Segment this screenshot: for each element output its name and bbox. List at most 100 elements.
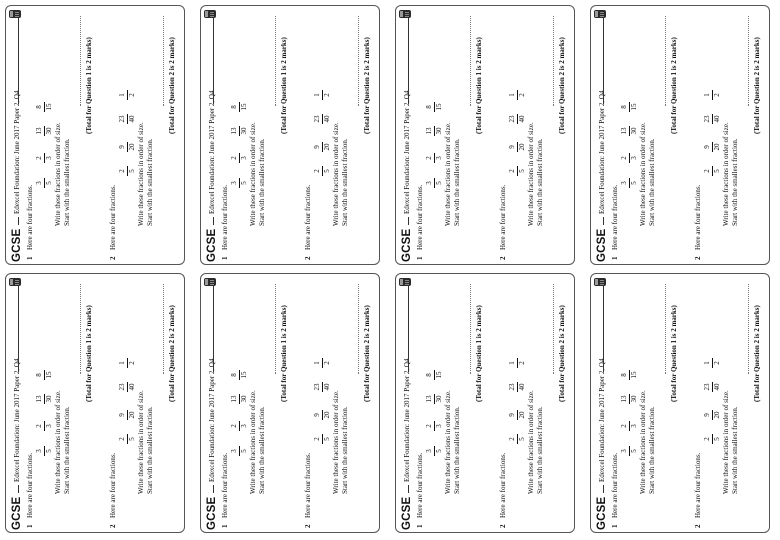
question-1-fraction: 13 30: [35, 126, 53, 136]
question-2-number: 2: [694, 524, 702, 529]
header-rule-long: [18, 282, 19, 372]
gcse-logo: GCSE: [596, 228, 608, 262]
header-rule-long: [213, 14, 214, 104]
calculator-icon: [9, 10, 21, 18]
question-1-instructions: Write these fractions in order of size. …: [54, 390, 72, 494]
page-header: GCSE Edexcel Foundation: June 2017 Paper…: [204, 278, 220, 530]
question-2-fraction: 23 40: [508, 382, 526, 392]
page-header: GCSE Edexcel Foundation: June 2017 Paper…: [594, 278, 610, 530]
question-2-fraction: 23 40: [118, 382, 136, 392]
header-rule-short: [18, 485, 19, 493]
question-1-fraction: 13 30: [620, 126, 638, 136]
question-2-fraction: 23 40: [118, 114, 136, 124]
question-1-answer-line: [80, 16, 81, 106]
question-1-intro: Here are four fractions.: [416, 184, 424, 250]
question-2-intro: Here are four fractions.: [499, 184, 507, 250]
worksheet-page: GCSE Edexcel Foundation: June 2017 Paper…: [396, 274, 574, 532]
question-2-total: (Total for Question 2 is 2 marks): [168, 305, 176, 402]
header-rule-long: [603, 14, 604, 104]
question-1-instructions: Write these fractions in order of size. …: [639, 390, 657, 494]
paper-title: Edexcel Foundation: June 2017 Paper 2, Q…: [13, 358, 21, 482]
question-2-answer-line: [358, 284, 359, 374]
question-2-fraction: 9 20: [703, 142, 721, 152]
question-2-total: (Total for Question 2 is 2 marks): [558, 305, 566, 402]
calculator-icon: [399, 278, 411, 286]
question-2-instructions: Write these fractions in order of size. …: [137, 122, 155, 226]
question-2-total: (Total for Question 2 is 2 marks): [753, 305, 761, 402]
calculator-icon: [204, 278, 216, 286]
gcse-logo: GCSE: [206, 496, 218, 530]
question-1-fraction: 8 15: [230, 370, 248, 380]
worksheet-card: GCSE Edexcel Foundation: June 2017 Paper…: [200, 273, 380, 533]
question-2-fraction: 9 20: [313, 142, 331, 152]
question-2-total: (Total for Question 2 is 2 marks): [363, 37, 371, 134]
question-1-intro: Here are four fractions.: [416, 452, 424, 518]
question-1-instructions: Write these fractions in order of size. …: [639, 122, 657, 226]
question-1-instructions: Write these fractions in order of size. …: [249, 390, 267, 494]
worksheet-page: GCSE Edexcel Foundation: June 2017 Paper…: [201, 6, 379, 264]
question-2-total: (Total for Question 2 is 2 marks): [753, 37, 761, 134]
question-1-intro: Here are four fractions.: [221, 452, 229, 518]
page-header: GCSE Edexcel Foundation: June 2017 Paper…: [9, 10, 25, 262]
worksheet-page: GCSE Edexcel Foundation: June 2017 Paper…: [591, 6, 769, 264]
question-1-answer-line: [470, 284, 471, 374]
question-1-fraction: 13 30: [230, 126, 248, 136]
question-2-fraction: 23 40: [313, 382, 331, 392]
worksheet-card: GCSE Edexcel Foundation: June 2017 Paper…: [5, 273, 185, 533]
question-1-fraction: 8 15: [620, 102, 638, 112]
header-rule-short: [408, 217, 409, 225]
question-1-intro: Here are four fractions.: [611, 184, 619, 250]
question-1-answer-line: [275, 284, 276, 374]
question-2-intro: Here are four fractions.: [694, 184, 702, 250]
question-2-intro: Here are four fractions.: [694, 452, 702, 518]
paper-title: Edexcel Foundation: June 2017 Paper 2, Q…: [208, 90, 216, 214]
paper-title: Edexcel Foundation: June 2017 Paper 2, Q…: [13, 90, 21, 214]
question-2-number: 2: [304, 524, 312, 529]
gcse-logo: GCSE: [596, 496, 608, 530]
question-1-instructions: Write these fractions in order of size. …: [444, 122, 462, 226]
worksheet-page: GCSE Edexcel Foundation: June 2017 Paper…: [6, 6, 184, 264]
question-2-number: 2: [694, 256, 702, 261]
worksheet-card: GCSE Edexcel Foundation: June 2017 Paper…: [5, 5, 185, 265]
question-1-fraction: 13 30: [425, 394, 443, 404]
question-2-fraction: 23 40: [703, 114, 721, 124]
question-2-intro: Here are four fractions.: [109, 184, 117, 250]
question-2-intro: Here are four fractions.: [304, 452, 312, 518]
calculator-icon: [9, 278, 21, 286]
question-2-total: (Total for Question 2 is 2 marks): [363, 305, 371, 402]
question-1-total: (Total for Question 1 is 2 marks): [280, 305, 288, 402]
question-2-fraction: 9 20: [703, 410, 721, 420]
question-1-number: 1: [416, 524, 424, 529]
question-2-answer-line: [163, 16, 164, 106]
question-1-intro: Here are four fractions.: [26, 452, 34, 518]
question-1-total: (Total for Question 1 is 2 marks): [85, 37, 93, 134]
header-rule-long: [213, 282, 214, 372]
question-2-instructions: Write these fractions in order of size. …: [722, 390, 740, 494]
question-1-answer-line: [665, 16, 666, 106]
question-1-intro: Here are four fractions.: [611, 452, 619, 518]
header-rule-long: [603, 282, 604, 372]
question-1-fraction: 8 15: [620, 370, 638, 380]
page-header: GCSE Edexcel Foundation: June 2017 Paper…: [594, 10, 610, 262]
header-rule-short: [213, 217, 214, 225]
question-1-fraction: 13 30: [230, 394, 248, 404]
question-2-answer-line: [163, 284, 164, 374]
page-header: GCSE Edexcel Foundation: June 2017 Paper…: [399, 278, 415, 530]
question-2-answer-line: [748, 284, 749, 374]
